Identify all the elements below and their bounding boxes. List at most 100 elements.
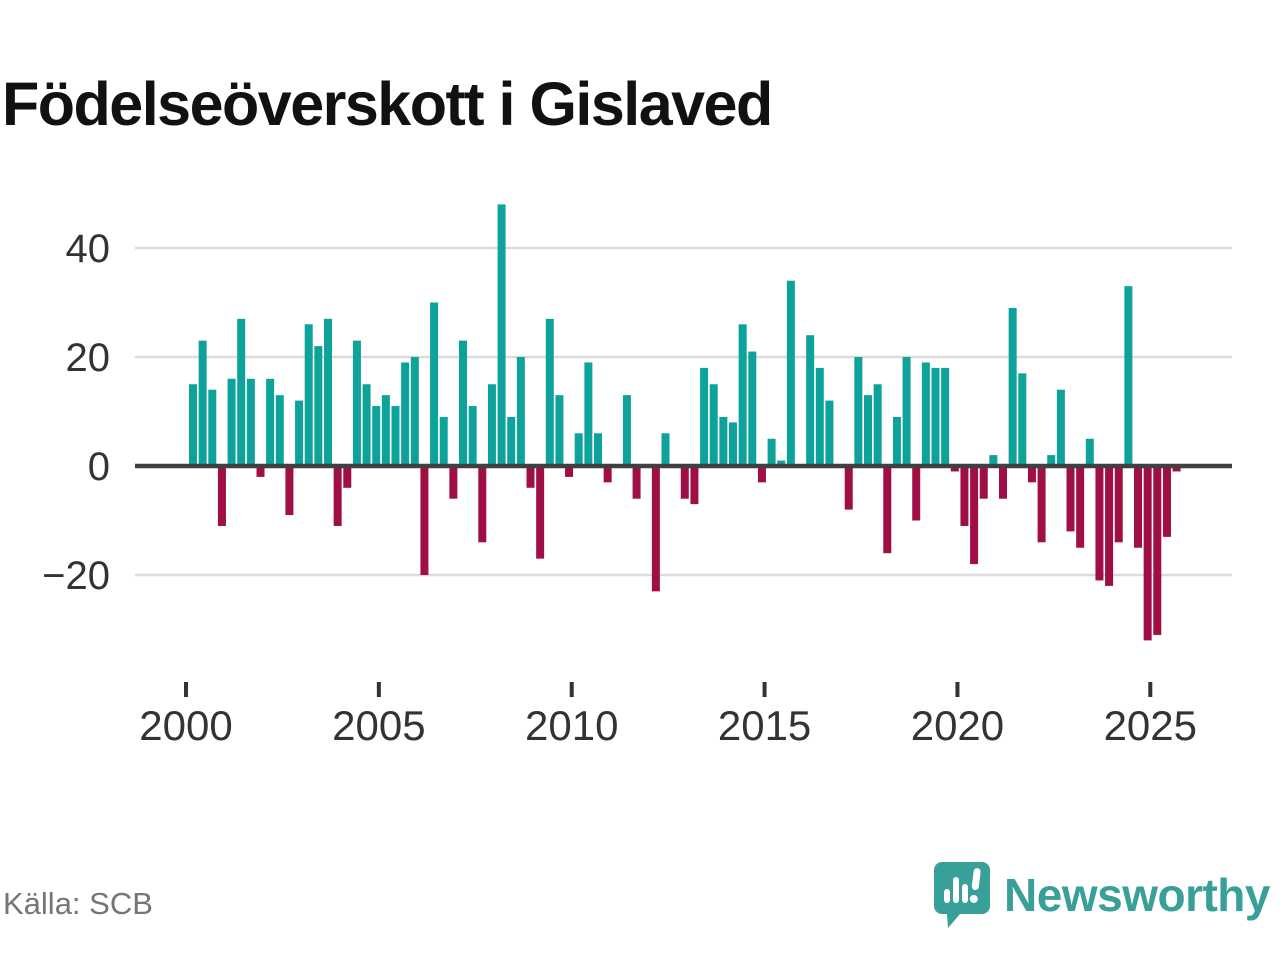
bar (401, 362, 410, 466)
bar (1134, 466, 1143, 548)
bar (864, 395, 873, 466)
bar (748, 351, 757, 466)
bar (883, 466, 892, 554)
bar (565, 466, 574, 477)
bar (430, 302, 439, 466)
bar (227, 378, 236, 466)
source-note: Källa: SCB (3, 886, 153, 921)
bar (979, 466, 988, 499)
bar (1037, 466, 1046, 543)
bar (661, 433, 670, 466)
bar (700, 367, 709, 466)
bar (690, 466, 699, 505)
bar (256, 466, 265, 477)
bar (786, 280, 795, 466)
bar (555, 395, 564, 466)
y-tick-label: 20 (66, 336, 111, 380)
bar (632, 466, 641, 499)
bar (757, 466, 766, 483)
bar (574, 433, 583, 466)
x-tick-label: 2025 (1104, 702, 1197, 749)
bar (381, 395, 390, 466)
bar (1143, 466, 1152, 641)
bar (844, 466, 853, 510)
bar (237, 318, 246, 466)
bar (507, 416, 516, 466)
bar (1124, 286, 1133, 466)
y-tick-label: 40 (66, 227, 111, 271)
bar (1047, 455, 1056, 466)
bar (1153, 466, 1162, 635)
bar (719, 416, 728, 466)
bar (449, 466, 458, 499)
bar (497, 204, 506, 466)
bar (950, 466, 959, 472)
bar (1085, 438, 1094, 466)
bar (709, 384, 718, 466)
bar (594, 433, 603, 466)
bar (545, 318, 554, 466)
bar (536, 466, 545, 559)
bar (324, 318, 333, 466)
bar (1095, 466, 1104, 581)
bar (275, 395, 284, 466)
bar (912, 466, 921, 521)
x-tick-label: 2010 (525, 702, 618, 749)
bar (622, 395, 631, 466)
bar (970, 466, 979, 565)
bar (777, 460, 786, 466)
bar (189, 384, 197, 466)
bar (314, 346, 323, 466)
bar (960, 466, 969, 526)
x-tick-label: 2015 (718, 702, 811, 749)
bar (806, 335, 815, 466)
y-tick-label: 0 (88, 445, 110, 489)
bar (343, 466, 352, 488)
bar (333, 466, 342, 526)
bar (603, 466, 612, 483)
bar (516, 357, 525, 466)
bar (217, 466, 226, 526)
bar (208, 389, 217, 466)
x-tick-label: 2000 (139, 702, 232, 749)
bar (680, 466, 689, 499)
bar (487, 384, 496, 466)
bar (921, 362, 930, 466)
bar (439, 416, 448, 466)
bar (1162, 466, 1171, 537)
bar (584, 362, 593, 466)
bar (815, 367, 824, 466)
bar (1027, 466, 1036, 483)
bar (459, 340, 468, 466)
x-tick-label: 2005 (332, 702, 425, 749)
x-tick-label: 2020 (911, 702, 1004, 749)
bar (352, 340, 361, 466)
bar (246, 378, 255, 466)
bar (362, 384, 371, 466)
bar (999, 466, 1008, 499)
bar (1066, 466, 1075, 532)
bar (198, 340, 207, 466)
bar (941, 367, 950, 466)
y-tick-label: −20 (42, 554, 110, 598)
bar (526, 466, 535, 488)
newsworthy-logo: Newsworthy (934, 860, 1270, 930)
bar-chart: 40 20 0 −20 2000 2005 2010 2015 2020 2025 (42, 204, 1232, 749)
bar (1076, 466, 1085, 548)
bar (873, 384, 882, 466)
bar (478, 466, 487, 543)
bar-chart-speech-bubble-icon (934, 862, 991, 928)
bar (892, 416, 901, 466)
bar (420, 466, 429, 575)
bar (1172, 466, 1181, 472)
newsworthy-wordmark: Newsworthy (1004, 869, 1270, 921)
chart-title: Födelseöverskott i Gislaved (2, 69, 773, 138)
bar (1008, 307, 1017, 466)
bar (767, 438, 776, 466)
bar (1114, 466, 1123, 543)
bar (1056, 389, 1065, 466)
bar (372, 406, 381, 466)
bar (651, 466, 660, 592)
bar (266, 378, 275, 466)
bar (1018, 373, 1027, 466)
